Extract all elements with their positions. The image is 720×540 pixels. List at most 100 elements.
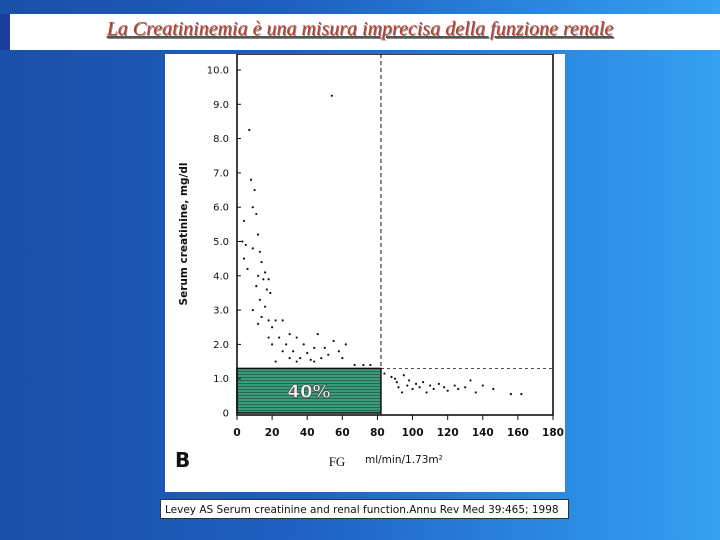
data-point bbox=[258, 298, 261, 301]
highlight-percent-label: 40% bbox=[287, 382, 330, 403]
data-point bbox=[263, 305, 267, 308]
data-point bbox=[464, 386, 467, 389]
data-point bbox=[344, 343, 347, 346]
data-point bbox=[390, 375, 393, 379]
data-point bbox=[255, 284, 258, 288]
data-point bbox=[271, 343, 274, 346]
data-point bbox=[295, 336, 298, 339]
panel-label: B bbox=[175, 448, 190, 472]
data-point bbox=[453, 384, 456, 387]
data-point bbox=[249, 178, 253, 181]
data-point bbox=[256, 233, 260, 236]
highlight-region bbox=[236, 367, 382, 414]
data-point bbox=[337, 350, 340, 353]
data-point bbox=[397, 386, 400, 389]
data-point bbox=[281, 350, 284, 353]
data-point bbox=[281, 319, 284, 322]
x-tick-label: 120 bbox=[437, 427, 459, 439]
y-tick-label: 4.0 bbox=[213, 271, 229, 282]
data-point bbox=[267, 319, 270, 322]
data-point bbox=[323, 346, 326, 349]
data-point bbox=[411, 387, 414, 391]
data-point bbox=[288, 357, 291, 360]
data-point bbox=[269, 291, 272, 295]
y-tick-label: 2.0 bbox=[213, 340, 229, 351]
data-point bbox=[406, 384, 409, 387]
data-point bbox=[267, 336, 270, 339]
data-point bbox=[481, 384, 484, 387]
data-point bbox=[246, 267, 249, 271]
data-point bbox=[429, 384, 432, 387]
x-axis-unit: ml/min/1.73m² bbox=[365, 454, 443, 466]
data-point bbox=[267, 278, 270, 281]
data-point bbox=[313, 346, 316, 349]
data-point bbox=[251, 247, 254, 250]
data-point bbox=[285, 343, 288, 346]
data-point bbox=[256, 274, 260, 277]
data-point bbox=[353, 363, 356, 367]
data-point bbox=[421, 381, 425, 384]
data-point bbox=[242, 257, 246, 260]
data-point bbox=[295, 360, 298, 363]
data-point bbox=[262, 278, 265, 281]
x-tick-label: 80 bbox=[370, 427, 385, 439]
x-tick-label: 20 bbox=[265, 427, 280, 439]
y-tick-label: 0 bbox=[223, 409, 229, 420]
data-point bbox=[418, 386, 421, 389]
data-point bbox=[400, 391, 404, 394]
x-tick-label: 60 bbox=[335, 427, 350, 439]
y-tick-label: 3.0 bbox=[213, 306, 229, 317]
data-point bbox=[242, 219, 246, 223]
data-point bbox=[469, 379, 472, 382]
y-tick-label: 8.0 bbox=[213, 134, 229, 145]
data-point bbox=[492, 387, 495, 391]
data-point bbox=[520, 393, 523, 396]
data-point bbox=[244, 243, 247, 247]
data-point bbox=[362, 363, 365, 367]
data-point bbox=[395, 381, 398, 384]
data-point bbox=[248, 128, 251, 132]
data-point bbox=[288, 333, 291, 336]
y-tick-label: 9.0 bbox=[213, 100, 229, 111]
data-point bbox=[255, 212, 258, 216]
data-point bbox=[407, 379, 411, 382]
data-point bbox=[443, 386, 446, 389]
data-point bbox=[302, 343, 305, 346]
data-point bbox=[327, 353, 330, 356]
x-tick-label: 180 bbox=[542, 427, 564, 439]
data-point bbox=[402, 374, 405, 377]
data-point bbox=[263, 271, 267, 274]
data-point bbox=[292, 350, 295, 353]
data-point bbox=[251, 309, 254, 312]
title-bar-edge bbox=[0, 14, 10, 50]
data-point bbox=[253, 188, 256, 192]
data-point bbox=[330, 94, 333, 97]
data-point bbox=[383, 372, 386, 375]
data-point bbox=[437, 382, 440, 385]
data-point bbox=[341, 357, 344, 360]
data-point bbox=[306, 351, 309, 355]
data-point bbox=[313, 360, 316, 363]
scatter-chart: 40% 0 1.0 2.0 3.0 4.0 5.0 6.0 7.0 8.0 9.0 10.0 0 20… bbox=[175, 53, 564, 472]
citation: Levey AS Serum creatinine and renal func… bbox=[160, 499, 569, 519]
y-tick-label: 7.0 bbox=[213, 168, 229, 179]
x-tick-label: 140 bbox=[472, 427, 494, 439]
data-point bbox=[474, 391, 477, 394]
y-tick-label: 5.0 bbox=[213, 237, 229, 248]
plot-frame bbox=[236, 53, 554, 416]
data-point bbox=[425, 391, 428, 394]
data-point bbox=[446, 389, 449, 392]
data-point bbox=[369, 363, 372, 367]
data-point bbox=[265, 288, 268, 291]
data-point bbox=[509, 393, 512, 396]
data-point bbox=[260, 315, 263, 319]
x-tick-label: 160 bbox=[507, 427, 529, 439]
data-point bbox=[332, 339, 335, 343]
data-point bbox=[274, 319, 277, 322]
x-tick-label: 100 bbox=[402, 427, 424, 439]
data-point bbox=[320, 357, 323, 360]
data-point bbox=[316, 333, 319, 336]
y-tick-label: 1.0 bbox=[213, 374, 229, 385]
title-bar bbox=[0, 14, 720, 50]
data-point bbox=[251, 206, 254, 209]
